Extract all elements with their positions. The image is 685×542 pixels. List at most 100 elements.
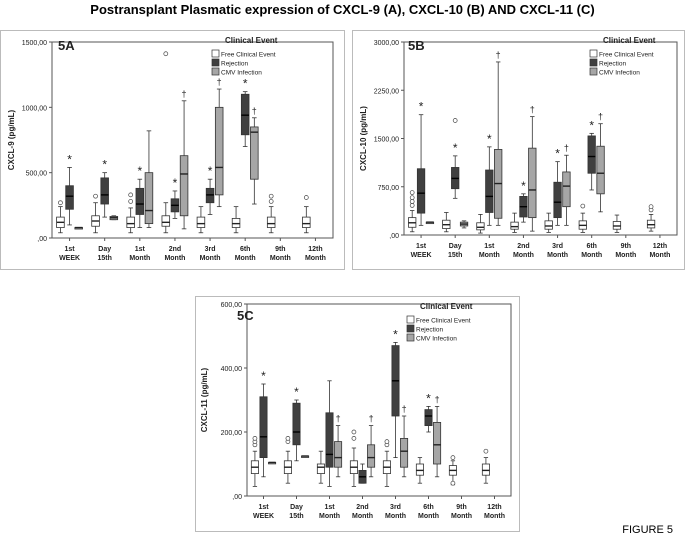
x-tick-label-1st-week: 1st WEEK: [253, 504, 274, 520]
legend-swatch-free: [211, 49, 220, 58]
x-tick-label-line: 12th: [308, 246, 322, 253]
outlier-point: [409, 203, 415, 208]
legend-swatch-cmv: [211, 67, 220, 76]
figure-label: FIGURE 5: [622, 524, 673, 536]
x-tick-label-line: 1st: [258, 504, 269, 511]
box-free-12th-month: [646, 204, 656, 232]
legend-label-cmv: CMV Infection: [221, 70, 262, 77]
outlier-point: [351, 436, 357, 441]
x-tick-label-9th-month: 9th Month: [615, 243, 636, 259]
box-free-6th-month: [415, 457, 424, 484]
chart-panel-5a: ,00 500,00 1000,00 1500,00 CXCL-9 (pg/mL) 5A 1…: [0, 30, 345, 270]
x-tick-label-line: 9th: [621, 243, 632, 250]
x-tick-label-9th-month: 9th Month: [270, 246, 291, 262]
legend-title: Clinical Event: [420, 302, 473, 311]
box-free-1st-week: [56, 200, 65, 234]
box-rejection-1st-month: [325, 380, 334, 487]
box-cmv-2nd-month: †: [528, 105, 537, 232]
x-tick-label-2nd-month: 2nd Month: [513, 243, 534, 259]
y-axis-label: CXCL-10 (pg/mL): [359, 106, 368, 171]
box-rejection-1st-week: *: [259, 369, 268, 478]
y-tick-label: 600,00: [221, 302, 243, 309]
significance-marker: *: [102, 158, 107, 172]
x-tick-label-line: 15th: [448, 252, 462, 259]
outlier-point: [268, 193, 274, 199]
box-free-1st-week: [408, 190, 417, 233]
box-body: [367, 444, 376, 468]
box-cmv-1st-week: [268, 461, 277, 465]
x-tick-label-line: Month: [305, 255, 326, 262]
box-rejection-2nd-month: *: [519, 179, 528, 223]
outlier-point: [452, 118, 458, 123]
box-cmv-day-15th: [459, 220, 469, 229]
box-rejection-3rd-month: *: [205, 164, 215, 215]
x-tick-label-line: 1st: [135, 246, 146, 253]
box-cmv-day-15th: [301, 455, 310, 458]
box-body: [415, 463, 424, 476]
significance-marker: †: [369, 414, 374, 424]
box-body: [126, 216, 135, 228]
x-tick-label-line: 3rd: [390, 504, 401, 511]
box-rejection-3rd-month: *: [391, 327, 400, 459]
x-tick-label-day-15th: Day 15th: [289, 504, 303, 520]
x-tick-label-line: Day: [449, 243, 462, 250]
box-cmv-3rd-month: †: [400, 404, 409, 478]
outlier-point: [409, 190, 415, 195]
box-body: [481, 463, 490, 476]
x-tick-label-1st-week: 1st WEEK: [59, 246, 80, 262]
x-tick-label-line: Month: [352, 513, 373, 520]
box-free-6th-month: [231, 206, 241, 234]
y-tick-label: 3000,00: [374, 40, 399, 47]
chart-panel-5b: ,00 750,00 1500,00 2250,00 3000,00 CXCL-10 (p…: [352, 30, 685, 270]
x-tick-label-1st-month: 1st Month: [479, 243, 500, 259]
box-cmv-6th-month: †: [596, 112, 605, 213]
box-rejection-6th-month: *: [424, 391, 433, 433]
y-tick-label: ,00: [37, 236, 47, 243]
outlier-point: [58, 200, 63, 206]
box-free-day-15th: [91, 193, 100, 234]
outlier-point: [409, 199, 415, 204]
outlier-point: [384, 439, 390, 444]
box-rejection-1st-month: *: [135, 164, 145, 228]
x-tick-label-line: 1st: [416, 243, 427, 250]
x-tick-label-line: Month: [235, 255, 256, 262]
box-cmv-1st-month: †: [494, 50, 503, 226]
significance-marker: †: [530, 105, 535, 115]
significance-marker: *: [208, 164, 213, 178]
x-tick-label-line: 1st: [65, 246, 76, 253]
x-tick-label-line: 6th: [423, 504, 434, 511]
x-tick-label-line: Month: [451, 513, 472, 520]
significance-marker: †: [435, 394, 440, 404]
outlier-point: [93, 193, 98, 199]
outlier-point: [580, 203, 586, 209]
x-tick-label-line: Month: [581, 252, 602, 259]
significance-marker: †: [496, 50, 501, 60]
box-cmv-6th-month: †: [433, 394, 442, 478]
x-tick-label-line: 3rd: [205, 246, 216, 253]
box-body: [302, 216, 311, 228]
box-body: [528, 147, 537, 219]
panel-frame: [0, 30, 345, 270]
significance-marker: †: [182, 89, 187, 99]
box-free-9th-month: [448, 455, 457, 486]
significance-marker: *: [243, 77, 248, 91]
x-tick-label-line: 9th: [456, 504, 467, 511]
y-tick-label: 200,00: [221, 430, 243, 437]
x-tick-label-3rd-month: 3rd Month: [385, 504, 406, 520]
box-free-2nd-month: [510, 212, 519, 233]
box-body: [266, 216, 276, 228]
legend-swatch-cmv: [589, 67, 598, 76]
legend-label-rejection: Rejection: [599, 61, 626, 68]
outlier-point: [483, 448, 489, 454]
x-tick-label-3rd-month: 3rd Month: [200, 246, 221, 262]
x-tick-label-line: Month: [513, 252, 534, 259]
box-rejection-1st-week: *: [416, 100, 426, 226]
legend: Clinical Event Free Clinical Event Rejecti…: [211, 36, 278, 77]
box-body: [510, 221, 519, 230]
outlier-point: [303, 195, 309, 200]
significance-marker: *: [521, 179, 526, 193]
box-cmv-1st-month: [144, 130, 154, 228]
y-tick-label: ,00: [232, 494, 242, 501]
box-cmv-day-15th: [109, 215, 119, 221]
significance-marker: *: [173, 176, 178, 190]
